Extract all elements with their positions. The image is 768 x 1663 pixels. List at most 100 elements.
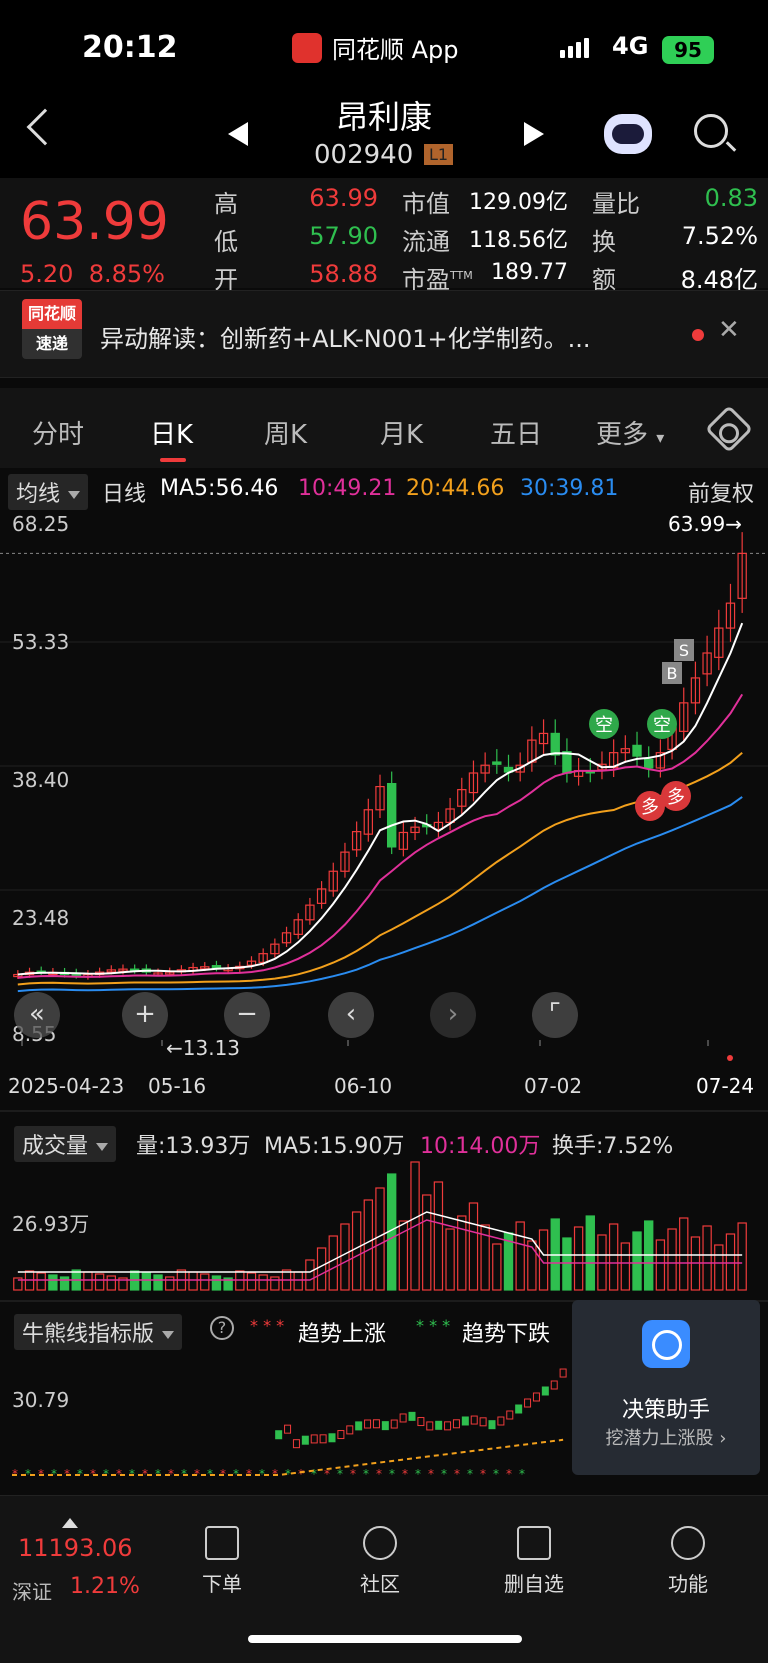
x-label-2: 05-16 (148, 1074, 207, 1098)
battery-icon: 95 (662, 36, 714, 64)
sb-marker-label: S (679, 641, 689, 660)
tab-intraday[interactable]: 分时 (32, 420, 85, 450)
candle (737, 552, 747, 599)
ma30-line (17, 796, 743, 993)
volume-chart[interactable] (0, 1160, 768, 1300)
close-icon[interactable]: ✕ (718, 315, 740, 345)
turnover-value: 7.52% (681, 222, 758, 250)
community-button[interactable]: 社区 (340, 1526, 420, 1597)
indicator-candle (364, 1419, 372, 1429)
candle (211, 965, 222, 969)
prev-stock-icon[interactable] (228, 122, 248, 146)
functions-button[interactable]: 功能 (648, 1526, 728, 1597)
period-tabs: 分时 日K 周K 月K 五日 更多 ▾ (0, 388, 768, 468)
rewind-icon[interactable]: « (14, 992, 60, 1038)
indicator-chart[interactable]: * * * * * * * * * * * * * * * * * * * * * * * * * * * * * * * * * * * * * * * * (0, 1350, 572, 1490)
volume-ma5-line (17, 1211, 743, 1273)
index-name: 深证 (12, 1580, 52, 1604)
status-bar: 20:12 同花顺 App 4G 95 (0, 0, 768, 92)
candle (468, 772, 479, 794)
volume-bar (83, 1271, 93, 1291)
indicator-star: * (428, 1467, 434, 1481)
candle (270, 943, 280, 955)
sb-marker (674, 639, 694, 661)
settings-icon[interactable] (704, 404, 754, 454)
ma30-value: 30:39.81 (520, 476, 619, 501)
scroll-left-icon[interactable]: ‹ (328, 992, 374, 1038)
divider (0, 1300, 768, 1302)
kline-chart[interactable]: 空 空多 多 SB (0, 506, 768, 1066)
indicator-star: * (415, 1467, 421, 1481)
buy-signal-label: 多 (667, 787, 685, 808)
volume-bar (165, 1276, 175, 1291)
candle (457, 789, 467, 807)
ma10-line (17, 693, 744, 979)
today-dot (727, 1055, 733, 1061)
indicator-star: * (116, 1467, 122, 1481)
remove-watchlist-button[interactable]: 删自选 (494, 1526, 574, 1597)
quote-panel: 63.99 5.20 8.85% 高 63.99 低 57.90 开 58.88… (0, 178, 768, 294)
help-icon[interactable]: ? (210, 1316, 234, 1340)
volume-bar (363, 1199, 374, 1291)
indicator-candle (452, 1419, 460, 1429)
indicator-star: * (142, 1467, 148, 1481)
indicator-candle (541, 1386, 549, 1396)
ticker-text[interactable]: 异动解读：创新药+ALK-N001+化学制药。... (100, 325, 591, 353)
candle (351, 831, 362, 851)
volume-bar (632, 1231, 642, 1291)
indicator-candle (355, 1421, 363, 1431)
zoom-in-icon[interactable]: + (122, 992, 168, 1038)
indicator-candle (532, 1392, 540, 1402)
search-icon[interactable] (694, 114, 728, 148)
volume-bar (223, 1277, 233, 1291)
index-pct: 1.21% (70, 1574, 140, 1599)
candle (363, 809, 374, 835)
volume-bar (48, 1274, 58, 1291)
indicator-star: * (311, 1467, 317, 1481)
volume-dropdown[interactable]: 成交量 (14, 1126, 117, 1162)
volume-bar (585, 1215, 595, 1291)
volume-bar (153, 1274, 163, 1291)
indicator-candle (408, 1411, 416, 1421)
fullscreen-icon[interactable]: ⌜ (532, 992, 578, 1038)
candle (550, 732, 560, 756)
indicator-line (12, 1438, 564, 1476)
sb-marker (662, 662, 682, 684)
indicator-candle (488, 1420, 496, 1430)
volume-bar (94, 1273, 105, 1291)
indicator-candle (444, 1421, 452, 1431)
scroll-right-icon[interactable]: › (430, 992, 476, 1038)
low-price-marker: ←13.13 (166, 1036, 241, 1060)
next-stock-icon[interactable] (524, 122, 544, 146)
volume-bar (316, 1247, 327, 1291)
zoom-out-icon[interactable]: − (224, 992, 270, 1038)
indicator-dropdown[interactable]: 牛熊线指标版 (14, 1314, 183, 1350)
tab-daily[interactable]: 日K (150, 420, 194, 450)
signal-icon (560, 38, 589, 58)
assistant-icon (642, 1320, 690, 1368)
decision-assistant-card[interactable]: 决策助手 挖潜力上涨股 › (572, 1300, 760, 1475)
ma-mode-dropdown[interactable]: 均线 (8, 474, 89, 510)
robot-assistant-icon[interactable] (604, 114, 652, 154)
candle (714, 627, 724, 658)
home-indicator[interactable] (248, 1635, 522, 1643)
order-button[interactable]: 下单 (182, 1526, 262, 1597)
x-label-3: 06-10 (334, 1074, 393, 1098)
index-value[interactable]: 11193.06 (18, 1534, 133, 1562)
tab-more[interactable]: 更多 ▾ (596, 420, 665, 450)
tab-weekly[interactable]: 周K (264, 420, 308, 450)
indicator-candle (292, 1439, 300, 1449)
indicator-candle (372, 1419, 380, 1429)
tab-monthly[interactable]: 月K (380, 420, 424, 450)
adjust-mode[interactable]: 前复权 (688, 482, 755, 507)
level-badge: L1 (424, 144, 454, 165)
news-ticker[interactable]: 同花顺 速递 异动解读：创新药+ALK-N001+化学制药。... ✕ (0, 290, 768, 378)
remove-icon (517, 1526, 551, 1560)
indicator-star: * (454, 1467, 460, 1481)
volume-bar (538, 1229, 549, 1291)
amount-label: 额 (592, 266, 616, 294)
tab-five-day[interactable]: 五日 (490, 420, 543, 450)
x-label-4: 07-02 (524, 1074, 583, 1098)
indicator-star: * (376, 1467, 382, 1481)
volume-bar (527, 1240, 537, 1291)
